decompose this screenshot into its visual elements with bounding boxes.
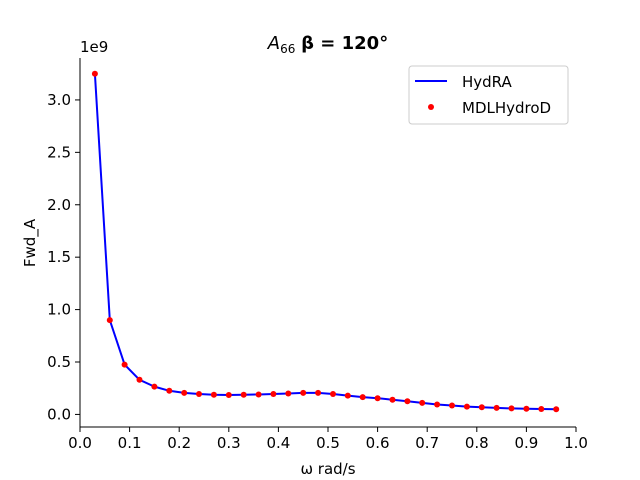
x-tick-label: 0.1 (118, 434, 142, 452)
data-point-mdlhydrod (493, 404, 500, 411)
legend-label-mdlhydrod: MDLHydroD (462, 99, 551, 117)
x-tick-label: 0.7 (415, 434, 439, 452)
data-point-mdlhydrod (404, 398, 411, 405)
title-rest: β = 120° (301, 33, 388, 54)
y-tick-label: 1.0 (47, 301, 71, 319)
y-tick-label: 0.0 (47, 405, 71, 423)
data-point-mdlhydrod (255, 391, 262, 398)
legend-box (408, 65, 569, 125)
data-point-mdlhydrod (196, 391, 202, 397)
data-point-mdlhydrod (478, 404, 485, 411)
y-offset-label: 1e9 (80, 38, 108, 56)
data-point-mdlhydrod (389, 396, 396, 403)
data-point-mdlhydrod (538, 406, 545, 412)
data-point-mdlhydrod (374, 395, 381, 402)
title-subscript: 66 (280, 42, 295, 56)
x-tick-label: 0.8 (465, 434, 489, 452)
data-point-mdlhydrod (330, 391, 336, 397)
y-tick-label: 2.0 (47, 196, 71, 214)
y-axis-ticks: 0.0 0.5 1.0 1.5 2.0 2.5 3.0 (47, 91, 80, 423)
data-point-mdlhydrod (225, 392, 232, 398)
y-tick-label: 0.5 (47, 353, 71, 371)
data-point-mdlhydrod (434, 401, 441, 408)
x-tick-label: 0.2 (167, 434, 191, 452)
data-point-mdlhydrod (181, 389, 188, 396)
x-tick-label: 0.6 (366, 434, 390, 452)
x-tick-label: 0.5 (316, 434, 340, 452)
data-point-mdlhydrod (523, 405, 530, 412)
data-point-mdlhydrod (553, 406, 560, 413)
data-point-mdlhydrod (121, 361, 128, 368)
data-point-mdlhydrod (463, 403, 470, 410)
x-tick-label: 1.0 (564, 434, 588, 452)
title-symbol: A (267, 33, 280, 54)
data-point-mdlhydrod (449, 402, 455, 409)
data-point-mdlhydrod (315, 389, 322, 396)
chart-title: A66 β = 120° (267, 33, 388, 56)
y-tick-label: 3.0 (47, 91, 71, 109)
x-axis-label: ω rad/s (300, 460, 355, 478)
x-tick-label: 0.0 (68, 434, 92, 452)
data-point-mdlhydrod (359, 394, 366, 401)
legend-label-hydra: HydRA (462, 73, 512, 91)
y-axis-label: Fwd_A (21, 218, 40, 267)
data-point-mdlhydrod (151, 383, 158, 390)
x-axis-ticks: 0.0 0.1 0.2 0.3 0.4 0.5 0.6 0.7 0.8 0.9 1.0 (68, 427, 588, 452)
y-tick-label: 1.5 (47, 248, 71, 266)
data-point-mdlhydrod (136, 376, 143, 383)
plot-series (91, 70, 560, 413)
x-tick-label: 0.9 (514, 434, 538, 452)
data-point-mdlhydrod (240, 391, 247, 398)
y-tick-label: 2.5 (47, 143, 71, 161)
data-point-mdlhydrod (106, 317, 113, 324)
data-point-mdlhydrod (166, 387, 173, 394)
x-tick-label: 0.3 (217, 434, 241, 452)
data-point-mdlhydrod (270, 391, 277, 397)
data-point-mdlhydrod (210, 391, 217, 398)
data-point-mdlhydrod (419, 399, 426, 406)
legend-marker-mdlhydrod (428, 104, 434, 110)
data-point-mdlhydrod (91, 70, 98, 77)
data-point-mdlhydrod (508, 405, 515, 412)
data-point-mdlhydrod (300, 389, 307, 396)
data-point-mdlhydrod (344, 392, 351, 399)
legend: HydRA MDLHydroD (408, 65, 569, 125)
data-point-mdlhydrod (285, 390, 292, 397)
x-tick-label: 0.4 (266, 434, 290, 452)
